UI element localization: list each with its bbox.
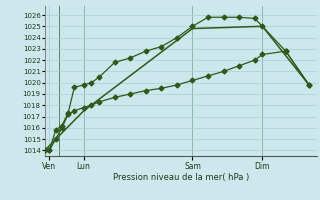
X-axis label: Pression niveau de la mer( hPa ): Pression niveau de la mer( hPa ) [113, 173, 249, 182]
